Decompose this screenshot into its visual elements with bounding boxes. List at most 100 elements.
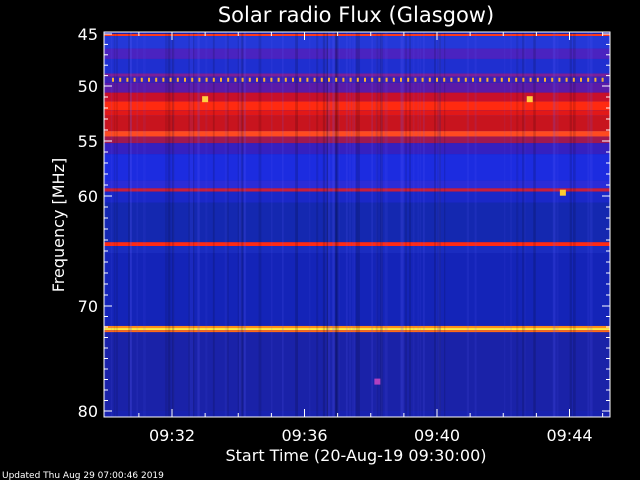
streak-88 [405,32,407,417]
streak-45 [326,32,328,417]
streak-69 [590,32,593,417]
x-tick-label-2: 09:40 [414,426,460,445]
plot-area [103,31,611,418]
streak-84 [188,32,190,417]
streak-58 [334,32,337,417]
streak-77 [516,32,519,417]
streak-32 [504,32,506,417]
band-25 [104,332,610,411]
plot-frame [103,31,611,418]
band-10 [104,115,610,132]
streak-52 [197,32,200,417]
streak-43 [355,32,359,417]
streak-85 [533,32,536,417]
band-19 [104,242,610,247]
streak-86 [113,32,116,417]
streak-61 [375,32,378,417]
streak-60 [168,32,171,417]
streak-54 [524,32,526,417]
dot-53 [493,77,496,82]
dot-7 [162,77,165,82]
streak-13 [172,32,175,417]
dot-45 [436,77,438,82]
dot-26 [299,77,302,82]
streak-72 [412,32,415,417]
streak-65 [171,32,175,417]
dot-25 [292,77,294,82]
band-8 [104,101,610,111]
streak-20 [384,32,386,417]
streak-22 [238,32,242,417]
band-14 [104,154,610,181]
x-axis-ticks: 09:32 09:36 09:40 09:44 [138,32,604,445]
dot-19 [248,77,251,82]
streak-15 [587,32,589,417]
streak-76 [129,32,132,417]
dot-37 [378,77,381,82]
dot-27 [306,77,309,82]
band-9 [104,110,610,116]
streak-79 [226,32,229,417]
band-11 [104,131,610,137]
dot-58 [529,77,532,82]
dot-62 [558,77,561,82]
dot-61 [551,77,554,82]
streak-36 [466,32,470,417]
streak-17 [237,32,240,417]
x-tick-label-3: 09:44 [546,426,592,445]
dot-28 [313,77,316,82]
dot-39 [392,77,395,82]
dot-6 [155,77,158,82]
dot-11 [191,77,194,82]
band-12 [104,136,610,144]
dot-34 [356,77,359,82]
streak-0 [352,32,355,417]
streak-2 [402,32,405,417]
streak-39 [326,32,329,417]
streak-1 [328,32,331,417]
streak-19 [572,32,576,417]
streak-70 [385,32,388,417]
dot-40 [400,77,402,82]
streak-80 [400,32,404,417]
streak-33 [419,32,421,417]
streak-53 [258,32,262,417]
dot-33 [349,77,352,82]
dot-67 [594,77,597,82]
dot-66 [587,77,590,82]
band-18 [104,202,610,243]
streak-3 [436,32,438,417]
y-tick-label-80: 80 [78,402,98,421]
y-axis-label: Frequency [MHz] [49,158,68,292]
band-0 [104,34,610,37]
streak-4 [444,32,446,417]
band-1 [104,36,610,49]
band-23 [104,328,610,331]
dot-18 [241,77,244,82]
burst-0 [202,96,209,103]
streak-31 [136,32,139,417]
streak-64 [510,32,512,417]
streak-42 [335,32,339,417]
dot-20 [256,77,258,82]
dot-14 [212,77,215,82]
streak-66 [243,32,246,417]
dot-2 [126,77,129,82]
streak-51 [589,32,592,417]
dot-51 [479,77,482,82]
band-16 [104,188,610,192]
dot-3 [133,77,136,82]
streak-35 [332,32,335,417]
band-20 [104,246,610,254]
streak-14 [128,32,130,417]
dot-54 [500,77,503,82]
dot-56 [515,77,518,82]
x-tick-label-0: 09:32 [149,426,195,445]
streak-5 [193,32,195,417]
y-tick-label-55: 55 [78,132,98,151]
dot-42 [414,77,417,82]
burst-markers [202,96,566,385]
streak-55 [556,32,559,417]
streak-87 [423,32,425,417]
